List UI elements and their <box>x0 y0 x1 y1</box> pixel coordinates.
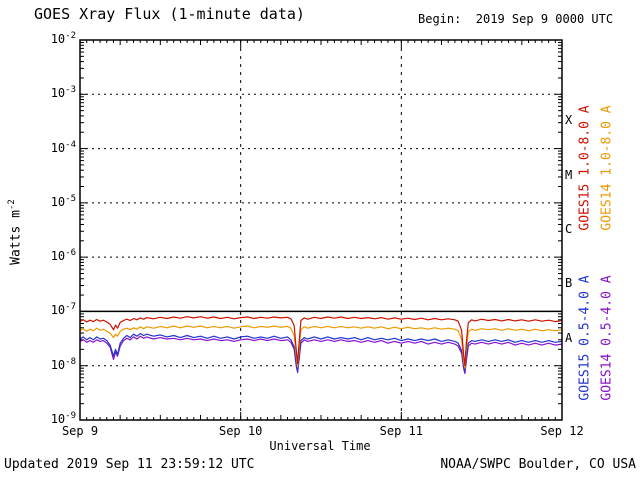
y-tick-label: 10-8 <box>50 356 76 372</box>
updated-timestamp: Updated 2019 Sep 11 23:59:12 UTC <box>4 457 255 472</box>
x-tick-label: Sep 9 <box>61 424 99 438</box>
y-tick-label: 10-7 <box>50 302 76 318</box>
y-axis-label: Watts m-2 <box>7 199 24 265</box>
flare-class-c: C <box>565 222 573 236</box>
y-tick-label: 10-6 <box>50 248 76 264</box>
y-tick-label: 10-3 <box>50 85 76 101</box>
y-axis-label-exponent: -2 <box>7 199 18 211</box>
y-tick-label: 10-5 <box>50 193 76 209</box>
begin-label: Begin: 2019 Sep 9 0000 UTC <box>418 12 614 26</box>
y-tick-label: 10-4 <box>50 139 76 155</box>
legend-goes14-short: GOES14 0.5-4.0 A <box>599 275 615 401</box>
plot-border <box>79 39 563 421</box>
x-tick-label: Sep 10 <box>218 424 263 438</box>
flare-class-a: A <box>565 330 573 345</box>
x-axis-label: Universal Time <box>269 439 371 453</box>
series-goes14-1-0-8-0-a <box>79 325 563 369</box>
y-tick-label: 10-9 <box>50 411 76 426</box>
x-tick-label: Sep 12 <box>540 424 584 438</box>
flare-class-b: B <box>565 276 573 291</box>
x-tick-label: Sep 11 <box>379 424 424 438</box>
flare-class-x: X <box>565 113 573 128</box>
y-tick-label: 10-2 <box>50 31 76 46</box>
flare-class-m: M <box>565 167 573 182</box>
legend-goes15-short: GOES15 0.5-4.0 A <box>577 275 593 401</box>
series-goes15-1-0-8-0-a <box>79 316 563 367</box>
legend-goes15-long: GOES15 1.0-8.0 A <box>577 105 593 231</box>
credit-label: NOAA/SWPC Boulder, CO USA <box>440 457 636 472</box>
chart-title: GOES Xray Flux (1-minute data) <box>34 5 305 23</box>
series-goes14-0-5-4-0-a <box>79 335 563 375</box>
legend-goes14-long: GOES14 1.0-8.0 A <box>599 105 615 231</box>
y-axis-label-base: Watts m <box>8 210 24 265</box>
